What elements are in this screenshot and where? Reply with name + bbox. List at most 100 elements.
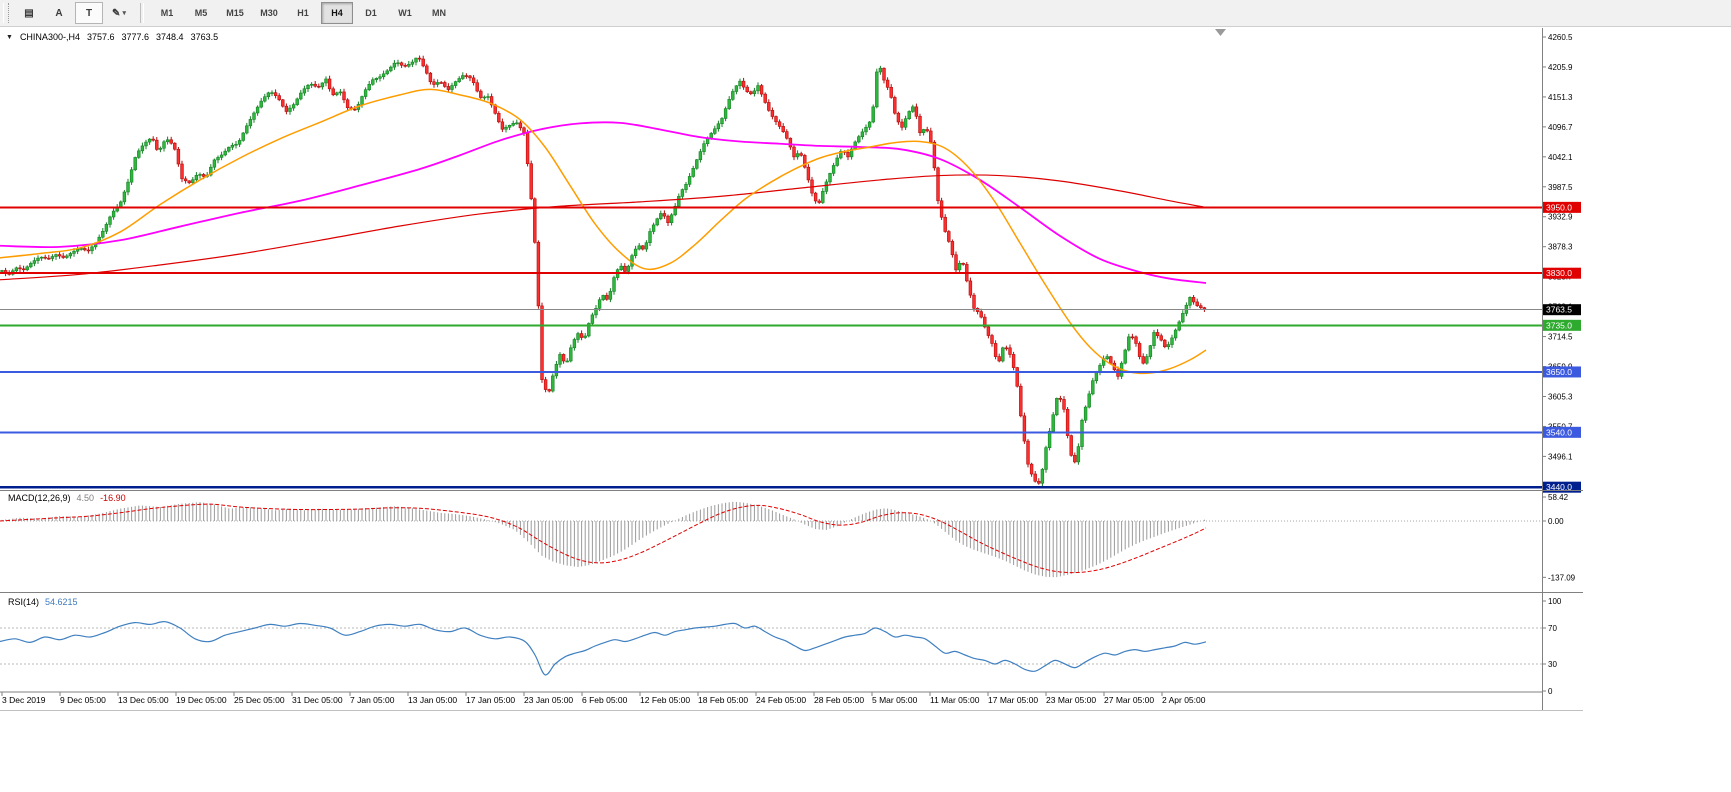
toolbar-grip[interactable] — [3, 3, 9, 23]
svg-text:3650.0: 3650.0 — [1546, 367, 1572, 377]
macd-main-value: 4.50 — [76, 493, 95, 503]
toolbar: ▤ A T ✎ ▾ M1 M5 M15 M30 H1 H4 D1 W1 MN — [0, 0, 1731, 27]
low-value: 3748.4 — [156, 32, 184, 42]
close-value: 3763.5 — [190, 32, 219, 42]
svg-text:7 Jan 05:00: 7 Jan 05:00 — [350, 695, 395, 705]
timeframe-button-W1[interactable]: W1 — [398, 8, 412, 18]
svg-text:3735.0: 3735.0 — [1546, 320, 1572, 330]
macd-signal-value: -16.90 — [100, 493, 126, 503]
svg-text:13 Dec 05:00: 13 Dec 05:00 — [118, 695, 169, 705]
open-value: 3757.6 — [86, 32, 115, 42]
chevron-down-icon: ▾ — [122, 10, 126, 17]
draw-tool-button[interactable]: ✎ ▾ — [105, 2, 133, 24]
symbol-ohlc-readout: ▼ CHINA300-,H4 3757.6 3777.6 3748.4 3763… — [6, 32, 218, 42]
timeframe-button-M5[interactable]: M5 — [194, 8, 208, 18]
svg-text:13 Jan 05:00: 13 Jan 05:00 — [408, 695, 457, 705]
macd-indicator-label: MACD(12,26,9) 4.50 -16.90 — [8, 493, 126, 503]
chart-grid-tool-button[interactable]: ▤ — [15, 2, 43, 24]
symbol-dropdown-icon[interactable]: ▼ — [6, 33, 13, 41]
pencil-icon: ✎ — [112, 7, 121, 19]
macd-name: MACD(12,26,9) — [8, 493, 71, 503]
svg-text:4151.3: 4151.3 — [1548, 93, 1573, 102]
svg-text:31 Dec 05:00: 31 Dec 05:00 — [292, 695, 343, 705]
svg-text:19 Dec 05:00: 19 Dec 05:00 — [176, 695, 227, 705]
svg-text:18 Feb 05:00: 18 Feb 05:00 — [698, 695, 748, 705]
svg-text:6 Feb 05:00: 6 Feb 05:00 — [582, 695, 628, 705]
price-tag-3650.0: 3650.0 — [1543, 366, 1581, 378]
svg-text:-137.09: -137.09 — [1548, 573, 1576, 582]
svg-text:3440.0: 3440.0 — [1546, 482, 1572, 492]
timeframe-button-D1[interactable]: D1 — [365, 8, 377, 18]
svg-text:2 Apr 05:00: 2 Apr 05:00 — [1162, 695, 1206, 705]
svg-text:4042.1: 4042.1 — [1548, 153, 1573, 162]
svg-text:3987.5: 3987.5 — [1548, 183, 1573, 192]
timeframe-button-M15[interactable]: M15 — [226, 8, 244, 18]
time-axis: 3 Dec 2019 9 Dec 05:00 13 Dec 05:00 19 Dec … — [0, 691, 1542, 705]
svg-text:3 Dec 2019: 3 Dec 2019 — [2, 695, 46, 705]
svg-text:4260.5: 4260.5 — [1548, 33, 1573, 42]
svg-text:24 Feb 05:00: 24 Feb 05:00 — [756, 695, 806, 705]
svg-text:0.00: 0.00 — [1548, 517, 1564, 526]
ma-slow-red — [0, 174, 1207, 281]
candlestick-series — [0, 55, 1207, 487]
svg-text:3496.1: 3496.1 — [1548, 452, 1573, 461]
ma-orange — [0, 88, 1207, 375]
price-tag-3763.5: 3763.5 — [1543, 304, 1581, 316]
svg-text:0: 0 — [1548, 687, 1553, 696]
price-tag-3830.0: 3830.0 — [1543, 267, 1581, 279]
text-t-icon: T — [85, 7, 93, 19]
svg-text:23 Jan 05:00: 23 Jan 05:00 — [524, 695, 573, 705]
price-tag-3540.0: 3540.0 — [1543, 426, 1581, 438]
svg-text:3950.0: 3950.0 — [1546, 202, 1572, 212]
svg-text:25 Dec 05:00: 25 Dec 05:00 — [234, 695, 285, 705]
rsi-value: 54.6215 — [45, 597, 78, 607]
svg-text:3830.0: 3830.0 — [1546, 268, 1572, 278]
svg-text:11 Mar 05:00: 11 Mar 05:00 — [930, 695, 980, 705]
rsi-name: RSI(14) — [8, 597, 40, 607]
label-a-icon: A — [55, 7, 63, 19]
timeframe-button-M1[interactable]: M1 — [160, 8, 174, 18]
timeframe-button-H4[interactable]: H4 — [321, 2, 353, 24]
price-tag-3735.0: 3735.0 — [1543, 319, 1581, 331]
svg-text:3714.5: 3714.5 — [1548, 333, 1573, 342]
svg-text:17 Mar 05:00: 17 Mar 05:00 — [988, 695, 1038, 705]
svg-text:3763.5: 3763.5 — [1546, 305, 1572, 315]
price-tag-3950.0: 3950.0 — [1543, 201, 1581, 213]
svg-text:12 Feb 05:00: 12 Feb 05:00 — [640, 695, 690, 705]
text-tool-button[interactable]: T — [75, 2, 103, 24]
high-value: 3777.6 — [121, 32, 150, 42]
chart-shift-marker — [1215, 29, 1226, 36]
svg-text:3605.3: 3605.3 — [1548, 392, 1573, 401]
svg-text:5 Mar 05:00: 5 Mar 05:00 — [872, 695, 918, 705]
svg-text:30: 30 — [1548, 660, 1557, 669]
svg-text:28 Feb 05:00: 28 Feb 05:00 — [814, 695, 864, 705]
rsi-indicator-label: RSI(14) 54.6215 — [8, 597, 78, 607]
timeframe-button-H1[interactable]: H1 — [297, 8, 309, 18]
svg-text:3932.9: 3932.9 — [1548, 213, 1573, 222]
svg-text:4096.7: 4096.7 — [1548, 123, 1573, 132]
svg-text:58.42: 58.42 — [1548, 493, 1569, 502]
svg-text:100: 100 — [1548, 597, 1562, 606]
symbol-name: CHINA300-,H4 — [19, 32, 80, 42]
timeframe-toolbar: M1 M5 M15 M30 H1 H4 D1 W1 MN — [150, 2, 456, 24]
macd-signal-line — [0, 503, 1207, 574]
svg-text:3878.3: 3878.3 — [1548, 243, 1573, 252]
macd-histogram — [1, 501, 1205, 578]
svg-text:27 Mar 05:00: 27 Mar 05:00 — [1104, 695, 1154, 705]
svg-text:9 Dec 05:00: 9 Dec 05:00 — [60, 695, 106, 705]
rsi-line — [0, 621, 1207, 676]
svg-text:70: 70 — [1548, 624, 1557, 633]
label-tool-button[interactable]: A — [45, 2, 73, 24]
rsi-axis: 100 70 30 0 — [1542, 597, 1562, 696]
svg-text:4205.9: 4205.9 — [1548, 63, 1573, 72]
price-tag-3440.0: 3440.0 — [1543, 481, 1581, 493]
toolbar-separator — [140, 3, 144, 23]
timeframe-button-M30[interactable]: M30 — [260, 8, 278, 18]
timeframe-button-MN[interactable]: MN — [432, 8, 446, 18]
svg-text:23 Mar 05:00: 23 Mar 05:00 — [1046, 695, 1096, 705]
grid-icon: ▤ — [24, 7, 34, 19]
svg-text:3540.0: 3540.0 — [1546, 427, 1572, 437]
svg-text:17 Jan 05:00: 17 Jan 05:00 — [466, 695, 515, 705]
